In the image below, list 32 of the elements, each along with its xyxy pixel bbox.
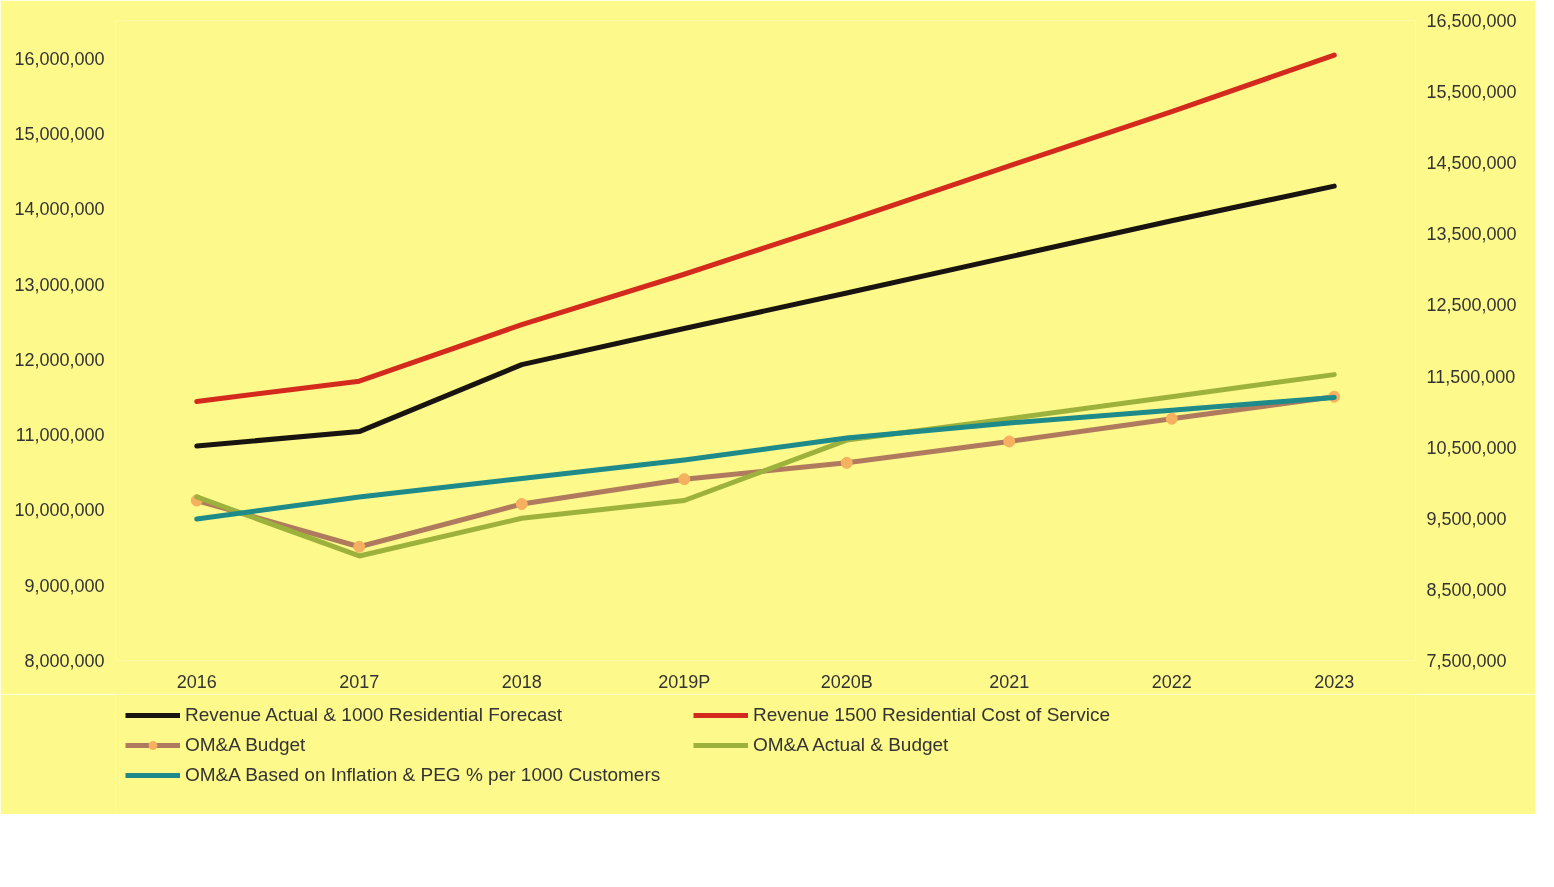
y2-tick-label: 11,500,000 — [1426, 366, 1516, 387]
x-tick-label: 2017 — [339, 671, 380, 692]
x-tick-label: 2018 — [501, 671, 542, 692]
y-tick-label: 9,000,000 — [24, 575, 105, 596]
y2-tick-label: 13,500,000 — [1426, 224, 1517, 245]
y2-tick-label: 9,500,000 — [1426, 508, 1507, 529]
y-tick-label: 11,000,000 — [15, 425, 105, 446]
y-tick-label: 16,000,000 — [14, 48, 105, 69]
x-tick-label: 2022 — [1151, 671, 1192, 692]
y2-tick-label: 16,500,000 — [1426, 11, 1517, 31]
y-tick-label: 8,000,000 — [24, 651, 105, 671]
legend-label: OM&A Actual & Budget — [753, 734, 950, 756]
y-tick-label: 13,000,000 — [14, 274, 105, 295]
y2-tick-label: 7,500,000 — [1426, 651, 1507, 671]
y2-tick-label: 15,500,000 — [1426, 82, 1517, 103]
y2-tick-label: 10,500,000 — [1426, 437, 1517, 458]
x-tick-label: 2020B — [820, 671, 873, 692]
y-tick-label: 15,000,000 — [14, 123, 105, 144]
x-tick-label: 2019P — [658, 671, 711, 692]
y-tick-label: 10,000,000 — [14, 500, 105, 521]
y2-tick-label: 8,500,000 — [1426, 579, 1507, 600]
y-tick-label: 14,000,000 — [14, 199, 105, 220]
legend-label: Revenue 1500 Residential Cost of Service — [753, 704, 1111, 726]
legend-label: OM&A Based on Inflation & PEG % per 1000 Customers — [185, 764, 662, 786]
x-tick-label: 2021 — [989, 671, 1030, 692]
legend-label: Revenue Actual & 1000 Residential Forecast — [185, 704, 564, 726]
y2-tick-label: 14,500,000 — [1426, 153, 1517, 174]
x-tick-label: 2016 — [176, 671, 217, 692]
legend-label: OM&A Budget — [185, 734, 307, 756]
y2-tick-label: 12,500,000 — [1426, 295, 1517, 316]
x-tick-label: 2023 — [1314, 671, 1355, 692]
y-tick-label: 12,000,000 — [14, 349, 105, 370]
